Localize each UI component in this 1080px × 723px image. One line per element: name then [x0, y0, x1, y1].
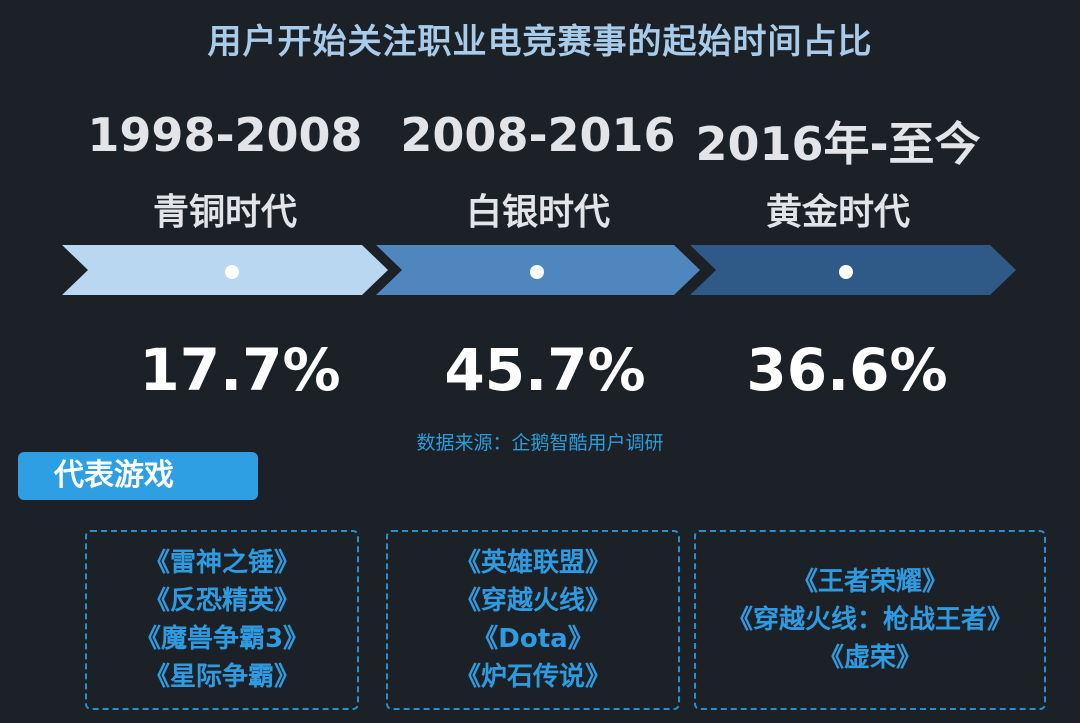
game-title: 《穿越火线》 [454, 586, 611, 616]
era-share-1: 17.7% [139, 336, 341, 404]
games-box-3: 《王者荣耀》 《穿越火线：枪战王者》 《虚荣》 [694, 530, 1046, 710]
game-title: 《英雄联盟》 [454, 548, 611, 578]
game-title: 《穿越火线：枪战王者》 [726, 605, 1013, 635]
timeline-chevrons [62, 245, 1016, 295]
era-name-2: 白银时代 [465, 192, 610, 233]
era-years-2: 2008-2016 [400, 108, 676, 162]
data-source: 数据来源：企鹅智酷用户调研 [416, 432, 664, 454]
chevron-1 [62, 245, 388, 295]
game-title: 《虚荣》 [817, 643, 922, 673]
era-name-3: 黄金时代 [765, 192, 910, 233]
game-title: 《星际争霸》 [143, 662, 300, 692]
game-title: 《雷神之锤》 [143, 548, 300, 578]
timeline-dot-2 [530, 265, 544, 279]
era-years-1: 1998-2008 [87, 108, 363, 162]
chevron-3 [690, 245, 1016, 295]
era-name-1: 青铜时代 [152, 192, 297, 233]
game-title: 《Dota》 [472, 624, 594, 654]
era-share-3: 36.6% [746, 336, 948, 404]
games-badge: 代表游戏 [18, 452, 258, 500]
game-title: 《炉石传说》 [454, 662, 611, 692]
timeline-dot-3 [839, 265, 853, 279]
game-title: 《王者荣耀》 [791, 567, 948, 597]
games-box-2: 《英雄联盟》 《穿越火线》 《Dota》 《炉石传说》 [386, 530, 680, 710]
timeline-dot-1 [225, 265, 239, 279]
game-title: 《魔兽争霸3》 [134, 624, 310, 654]
era-share-2: 45.7% [444, 336, 646, 404]
game-title: 《反恐精英》 [143, 586, 300, 616]
chart-title: 用户开始关注职业电竞赛事的起始时间占比 [207, 22, 873, 62]
games-box-1: 《雷神之锤》 《反恐精英》 《魔兽争霸3》 《星际争霸》 [85, 530, 359, 710]
era-years-3: 2016年-至今 [695, 117, 981, 171]
